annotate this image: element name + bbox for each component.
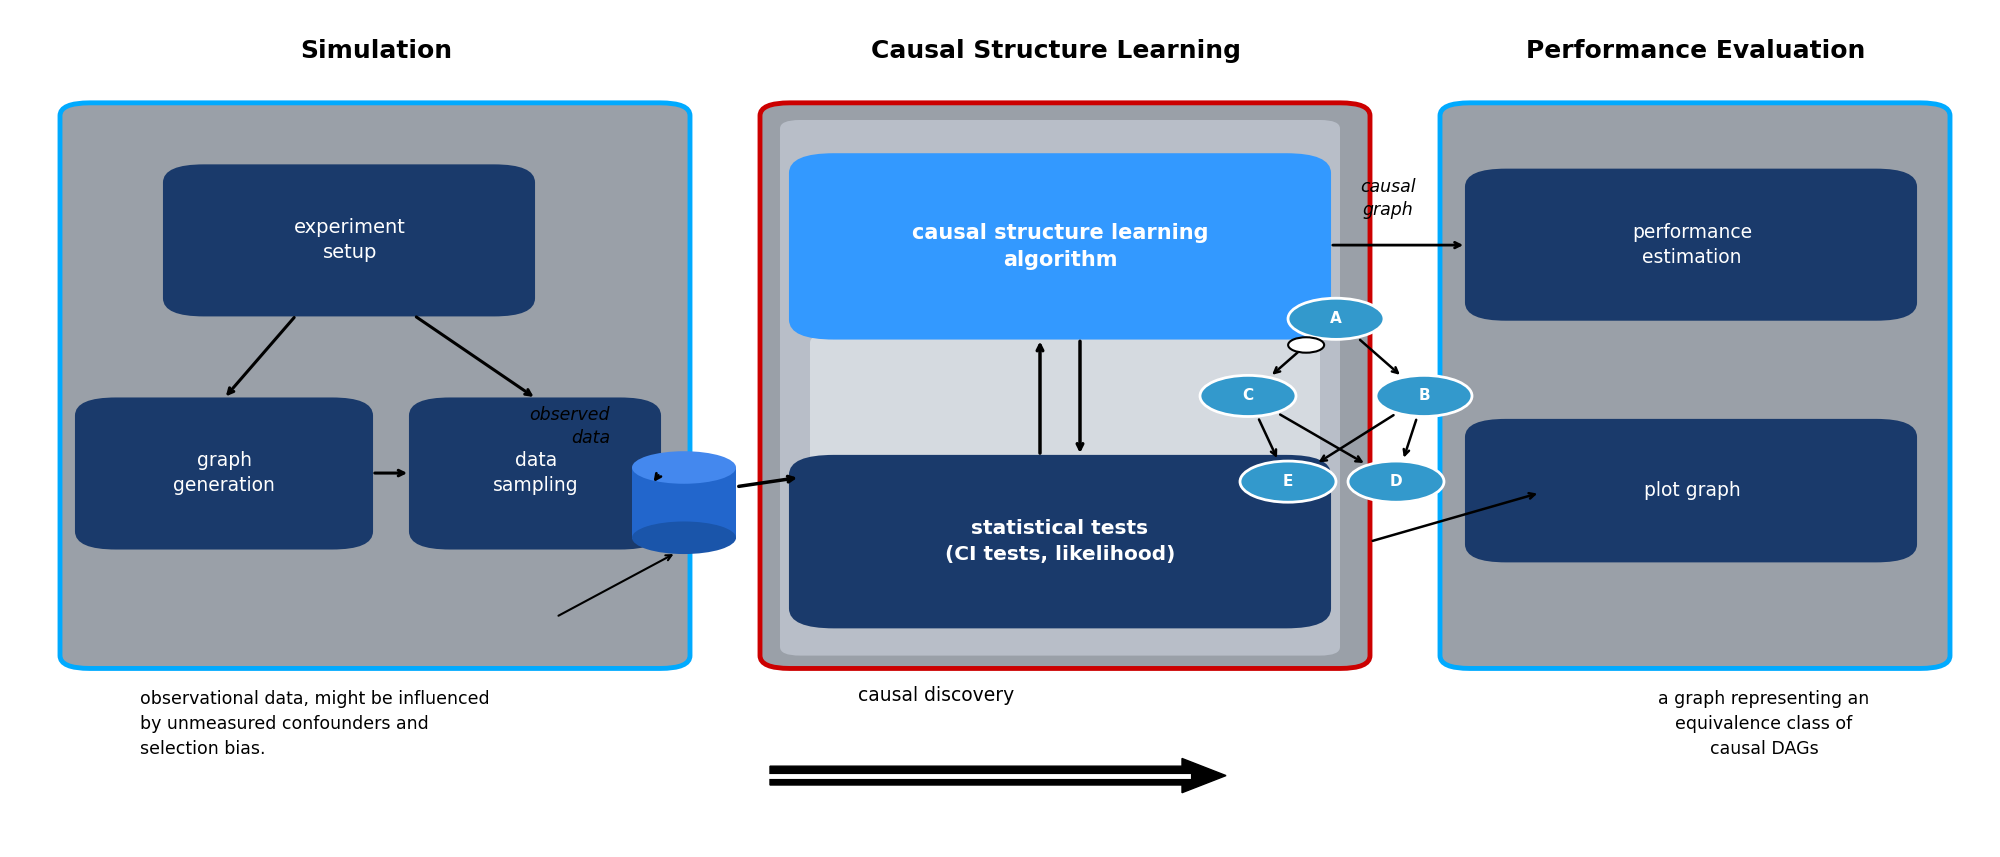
Text: graph
generation: graph generation bbox=[174, 451, 274, 495]
FancyBboxPatch shape bbox=[780, 120, 1340, 656]
FancyBboxPatch shape bbox=[760, 103, 1370, 668]
Text: C: C bbox=[1242, 388, 1254, 404]
FancyBboxPatch shape bbox=[76, 399, 372, 548]
Text: plot graph: plot graph bbox=[1644, 481, 1740, 500]
Circle shape bbox=[1348, 461, 1444, 502]
Circle shape bbox=[1288, 338, 1324, 353]
Text: Performance Evaluation: Performance Evaluation bbox=[1526, 39, 1866, 63]
Text: causal discovery: causal discovery bbox=[858, 686, 1014, 704]
FancyBboxPatch shape bbox=[1466, 420, 1916, 561]
Text: causal
graph: causal graph bbox=[1360, 178, 1416, 219]
Text: B: B bbox=[1418, 388, 1430, 404]
Text: Simulation: Simulation bbox=[300, 39, 452, 63]
Text: D: D bbox=[1390, 474, 1402, 489]
Circle shape bbox=[1240, 461, 1336, 502]
Text: causal structure learning
algorithm: causal structure learning algorithm bbox=[912, 223, 1208, 271]
Circle shape bbox=[1288, 298, 1384, 339]
FancyBboxPatch shape bbox=[790, 456, 1330, 627]
FancyBboxPatch shape bbox=[1466, 170, 1916, 320]
FancyBboxPatch shape bbox=[1440, 103, 1950, 668]
FancyArrow shape bbox=[770, 758, 1226, 793]
Text: statistical tests
(CI tests, likelihood): statistical tests (CI tests, likelihood) bbox=[944, 519, 1176, 564]
FancyBboxPatch shape bbox=[164, 165, 534, 315]
Circle shape bbox=[1200, 375, 1296, 417]
FancyBboxPatch shape bbox=[60, 103, 690, 668]
Ellipse shape bbox=[632, 521, 736, 554]
Ellipse shape bbox=[632, 452, 736, 484]
Circle shape bbox=[1376, 375, 1472, 417]
FancyBboxPatch shape bbox=[790, 154, 1330, 339]
Polygon shape bbox=[632, 468, 736, 540]
Text: Causal Structure Learning: Causal Structure Learning bbox=[872, 39, 1240, 63]
Text: E: E bbox=[1282, 474, 1294, 489]
Text: a graph representing an
equivalence class of
causal DAGs: a graph representing an equivalence clas… bbox=[1658, 690, 1870, 758]
Text: data
sampling: data sampling bbox=[494, 451, 578, 495]
Text: observational data, might be influenced
by unmeasured confounders and
selection : observational data, might be influenced … bbox=[140, 690, 490, 758]
FancyBboxPatch shape bbox=[810, 334, 1320, 467]
Text: observed
data: observed data bbox=[530, 406, 610, 447]
FancyBboxPatch shape bbox=[410, 399, 660, 548]
Text: A: A bbox=[1330, 311, 1342, 327]
Text: experiment
setup: experiment setup bbox=[294, 218, 406, 262]
Text: performance
estimation: performance estimation bbox=[1632, 223, 1752, 267]
